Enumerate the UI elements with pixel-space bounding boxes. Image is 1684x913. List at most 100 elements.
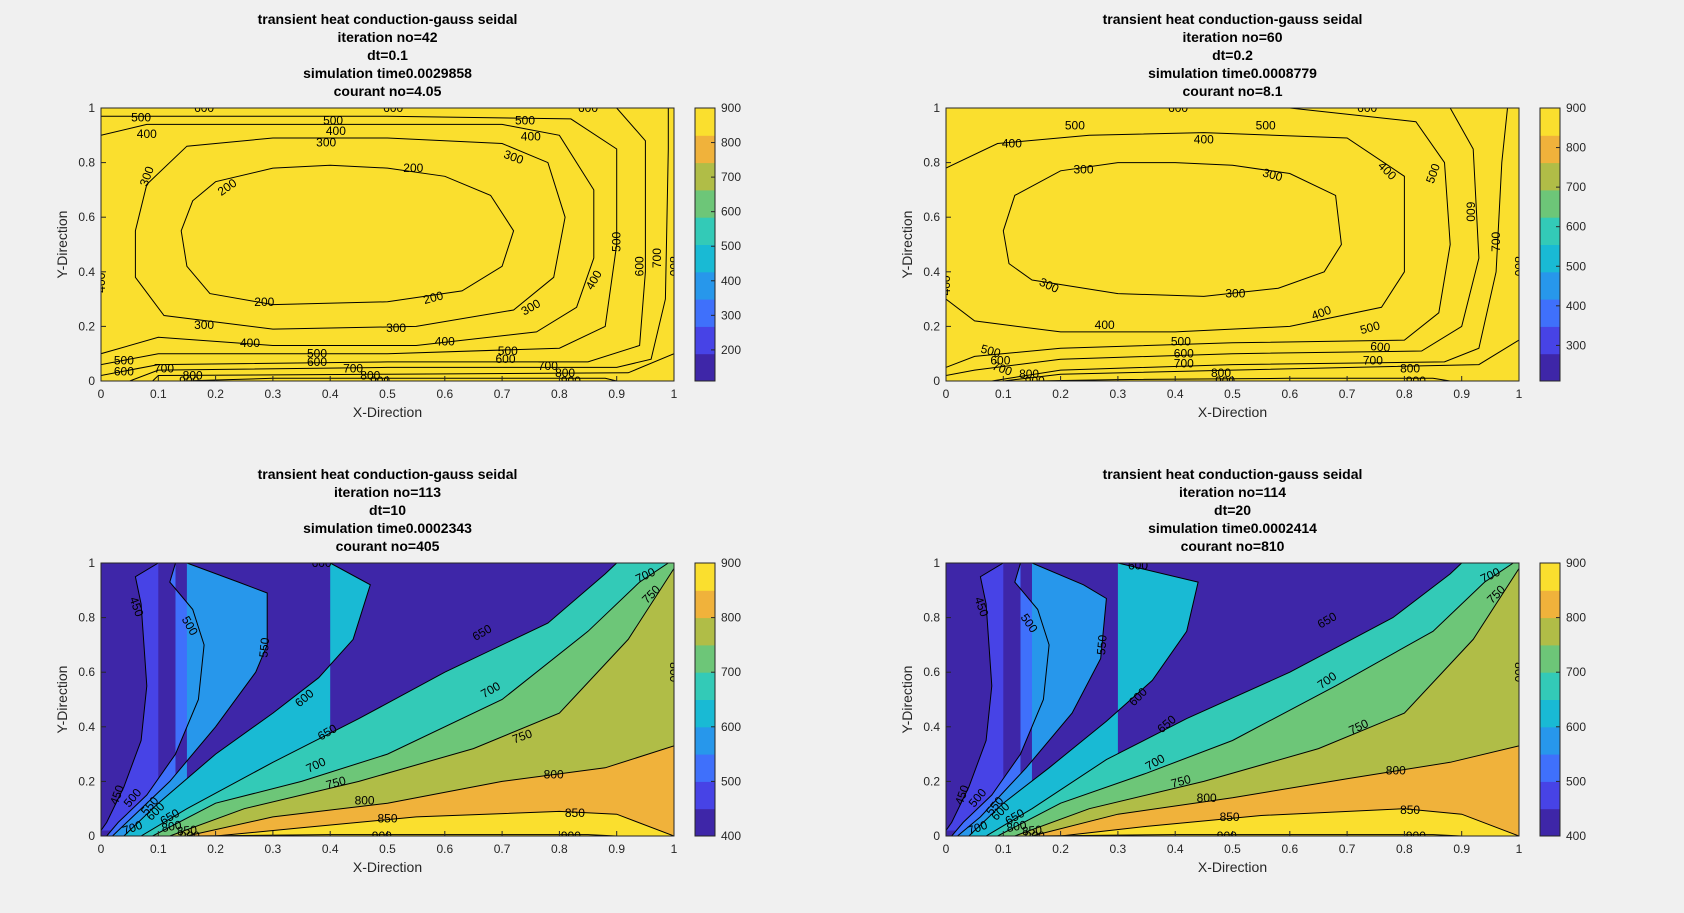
- contour-band-top: [101, 108, 674, 381]
- contour-label: 900: [180, 829, 200, 836]
- contour-label: 550: [256, 637, 272, 658]
- svg-text:700: 700: [343, 362, 363, 376]
- colorbar-tick-label: 500: [1566, 259, 1586, 273]
- contour-label: 800: [1005, 818, 1027, 835]
- x-tick-label: 0.6: [436, 387, 453, 401]
- svg-text:500: 500: [979, 342, 1002, 361]
- x-tick-label: 0.3: [1110, 842, 1127, 856]
- svg-text:900: 900: [1217, 829, 1237, 843]
- colorbar-tick-label: 300: [1566, 338, 1586, 352]
- colorbar-swatch: [1540, 326, 1560, 355]
- svg-text:500: 500: [1359, 318, 1382, 337]
- svg-text:700: 700: [650, 248, 664, 268]
- x-tick-label: 0.2: [207, 387, 224, 401]
- contour-label: 800: [1211, 366, 1231, 380]
- x-tick-label: 0.4: [1167, 387, 1184, 401]
- contour-label: 400: [326, 124, 346, 138]
- contour-label: 400: [435, 334, 455, 348]
- svg-text:300: 300: [1261, 166, 1284, 185]
- svg-text:700: 700: [1174, 356, 1194, 370]
- colorbar-tick-label: 600: [1566, 220, 1586, 234]
- contour-label: 200: [403, 161, 423, 175]
- svg-text:600: 600: [495, 352, 515, 366]
- svg-text:700: 700: [966, 818, 990, 838]
- contour-label: 900: [179, 374, 199, 388]
- svg-text:900: 900: [561, 829, 581, 843]
- x-tick-label: 0: [943, 842, 950, 856]
- colorbar-swatch: [1540, 617, 1560, 646]
- plot-title-line: dt=10: [369, 502, 406, 518]
- plot-title-line: courant no=4.05: [334, 83, 442, 99]
- colorbar-tick-label: 600: [721, 720, 741, 734]
- svg-text:850: 850: [377, 811, 397, 825]
- x-tick-label: 0.9: [608, 387, 625, 401]
- contour-label: 500: [114, 354, 134, 368]
- contour-label: 400: [1095, 318, 1115, 332]
- contour-band-600: [123, 563, 674, 836]
- y-tick-label: 1: [88, 101, 95, 115]
- contour-label: 900: [1217, 829, 1237, 843]
- contour-label: 600: [312, 563, 332, 570]
- colorbar-swatch: [695, 590, 715, 619]
- svg-text:600: 600: [1174, 347, 1194, 361]
- colorbar-frame: [694, 562, 716, 837]
- colorbar-swatch: [1540, 563, 1560, 591]
- svg-text:600: 600: [633, 256, 647, 276]
- svg-text:400: 400: [1309, 303, 1333, 323]
- plot-title-line: iteration no=113: [334, 484, 441, 500]
- svg-text:600: 600: [1357, 101, 1377, 115]
- svg-text:900: 900: [179, 374, 199, 388]
- x-tick-label: 0.6: [1281, 387, 1298, 401]
- colorbar-tick-label: 600: [721, 205, 741, 219]
- svg-text:400: 400: [137, 127, 157, 141]
- colorbar-swatch: [1540, 162, 1560, 191]
- plot-title-line: transient heat conduction-gauss seidal: [1103, 11, 1363, 27]
- svg-text:450: 450: [952, 783, 972, 807]
- svg-text:800: 800: [667, 662, 681, 682]
- contour-band-750: [169, 568, 674, 836]
- contour-label: 600: [1370, 339, 1391, 355]
- svg-text:800: 800: [1211, 366, 1231, 380]
- plot-title-line: simulation time0.0008779: [1148, 65, 1317, 81]
- x-tick-label: 0: [943, 387, 950, 401]
- svg-text:700: 700: [1489, 231, 1503, 251]
- plot-title-line: courant no=405: [336, 538, 440, 554]
- colorbar-tick-label: 400: [1566, 299, 1586, 313]
- contour-label: 600: [1463, 202, 1477, 222]
- svg-text:800: 800: [1400, 362, 1420, 376]
- contour-label: 450: [971, 595, 991, 619]
- colorbar-swatch: [1540, 271, 1560, 300]
- svg-text:600: 600: [1168, 101, 1188, 115]
- contour-label: 800: [1197, 791, 1217, 805]
- contour-label: 800: [555, 366, 575, 380]
- colorbar-swatch: [1540, 353, 1560, 382]
- x-tick-label: 0.4: [1167, 842, 1184, 856]
- x-tick-label: 0.1: [150, 842, 167, 856]
- x-tick-label: 1: [1516, 387, 1523, 401]
- x-tick-label: 0.4: [322, 842, 339, 856]
- svg-text:600: 600: [383, 101, 403, 115]
- svg-text:800: 800: [355, 794, 375, 808]
- colorbar-tick-label: 700: [1566, 665, 1586, 679]
- x-axis-label: X-Direction: [353, 859, 422, 875]
- colorbar-tick-label: 800: [721, 136, 741, 150]
- y-tick-label: 1: [933, 101, 940, 115]
- svg-text:600: 600: [307, 355, 327, 369]
- colorbar-swatch: [695, 162, 715, 191]
- contour-label: 700: [343, 362, 363, 376]
- svg-text:500: 500: [610, 231, 624, 251]
- contour-label: 900: [1215, 374, 1235, 381]
- y-tick-label: 0.2: [78, 319, 95, 333]
- colorbar-swatch: [695, 299, 715, 327]
- svg-text:400: 400: [240, 336, 260, 350]
- contour-label: 800: [160, 818, 182, 835]
- colorbar-swatch: [1540, 672, 1560, 700]
- svg-text:600: 600: [1463, 202, 1477, 222]
- svg-text:400: 400: [1194, 132, 1214, 146]
- contour-label: 500: [515, 113, 535, 127]
- contour-label: 450: [126, 595, 146, 619]
- contour-label: 850: [176, 823, 197, 836]
- contour-label: 850: [377, 811, 397, 825]
- svg-text:500: 500: [1256, 119, 1276, 133]
- contour-label: 900: [1406, 374, 1426, 381]
